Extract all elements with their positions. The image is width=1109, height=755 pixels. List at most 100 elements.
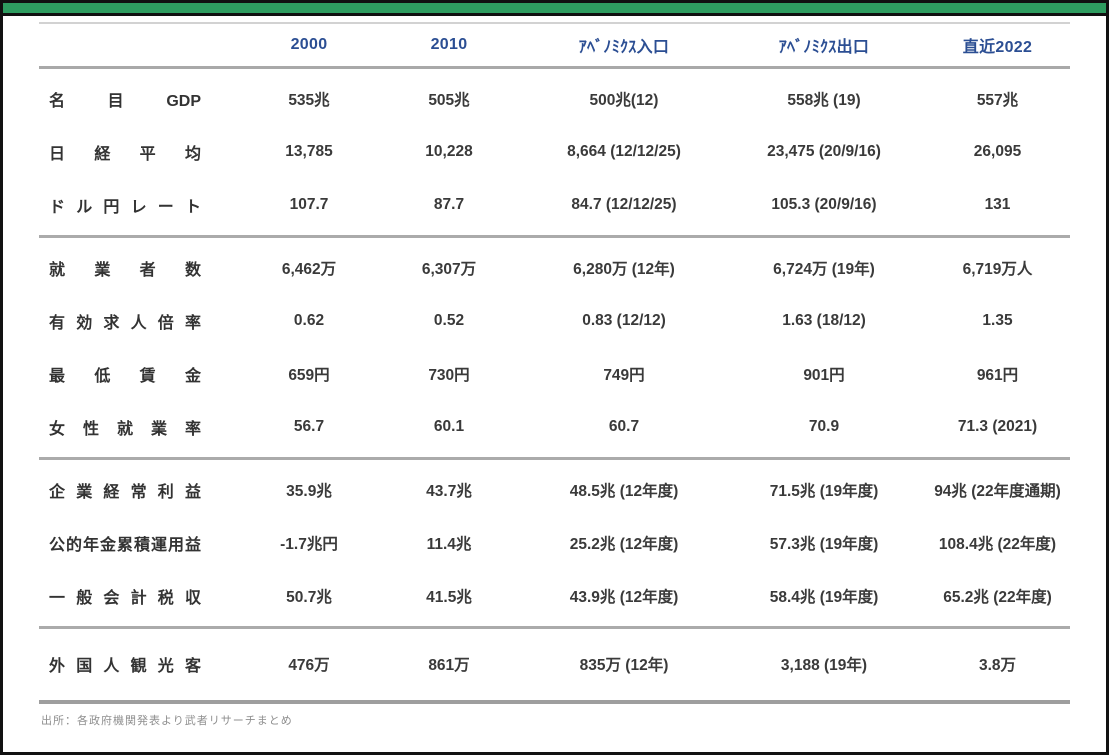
table-row: ドル円レート 107.7 87.7 84.7 (12/12/25) 105.3 (20/…	[39, 178, 1070, 231]
row-label: 最低賃金	[49, 367, 201, 385]
value-cell: 87.7	[433, 195, 465, 213]
table-row: 企業経常利益 35.9兆 43.7兆 48.5兆 (12年度) 71.5兆 (19年度)…	[39, 463, 1070, 516]
value-cell: 108.4兆 (22年度)	[938, 535, 1057, 553]
value-cell: 94兆 (22年度通期)	[934, 482, 1061, 500]
value-cell: 6,719万人	[962, 260, 1033, 278]
value-cell: 505兆	[428, 91, 470, 109]
value-cell: 557兆	[976, 91, 1019, 109]
value-cell: 41.5兆	[426, 588, 472, 606]
value-cell: 57.3兆 (19年度)	[769, 535, 879, 553]
value-cell: 71.5兆 (19年度)	[769, 482, 879, 500]
row-label-cell: 有効求人倍率	[39, 309, 239, 333]
table-top-rule	[39, 22, 1070, 24]
row-label-cell: 名目GDP	[39, 87, 239, 111]
value-cell: 659円	[288, 366, 330, 384]
row-label-cell: 最低賃金	[39, 362, 239, 386]
table-row: 女性就業率 56.7 60.1 60.7 70.9 71.3 (2021)	[39, 400, 1070, 453]
value-cell: 901円	[803, 366, 845, 384]
value-cell: 43.9兆 (12年度)	[569, 588, 679, 606]
value-cell: 56.7	[293, 417, 325, 435]
title-bar	[3, 3, 1106, 16]
value-cell: 835万 (12年)	[579, 656, 669, 674]
row-label-cell: 公的年金累積運用益	[39, 531, 239, 555]
value-cell: 535兆	[288, 91, 330, 109]
value-cell: 8,664 (12/12/25)	[567, 142, 681, 160]
value-cell: 500兆(12)	[589, 91, 659, 109]
table-row: 名目GDP 535兆 505兆 500兆(12) 558兆 (19) 557兆	[39, 72, 1070, 125]
value-cell: 107.7	[289, 195, 329, 213]
value-cell: 0.83 (12/12)	[582, 311, 666, 329]
column-header-2010: 2010	[430, 36, 468, 53]
row-label: ドル円レート	[49, 198, 201, 216]
source-note: 出所：各政府機関発表より武者リサーチまとめ	[41, 715, 293, 727]
row-label: 企業経常利益	[49, 483, 201, 501]
value-cell: 60.7	[608, 417, 640, 435]
row-label: 日経平均	[49, 145, 201, 163]
row-label-cell: 就業者数	[39, 256, 239, 280]
value-cell: 476万	[288, 656, 330, 674]
value-cell: 65.2兆 (22年度)	[943, 588, 1052, 606]
value-cell: 730円	[428, 366, 470, 384]
table-row: 一般会計税収 50.7兆 41.5兆 43.9兆 (12年度) 58.4兆 (19年度)…	[39, 569, 1070, 622]
table-row: 有効求人倍率 0.62 0.52 0.83 (12/12) 1.63 (18/12) 1.…	[39, 294, 1070, 347]
value-cell: 60.1	[433, 417, 465, 435]
value-cell: 3.8万	[978, 656, 1017, 674]
value-cell: 861万	[428, 656, 470, 674]
value-cell: 6,462万	[281, 260, 337, 278]
value-cell: 131	[984, 195, 1011, 213]
value-cell: 961円	[976, 366, 1019, 384]
table-section: 名目GDP 535兆 505兆 500兆(12) 558兆 (19) 557兆日経平均 13…	[39, 69, 1070, 238]
table-row: 日経平均 13,785 10,228 8,664 (12/12/25) 23,475 (…	[39, 125, 1070, 178]
table-section: 企業経常利益 35.9兆 43.7兆 48.5兆 (12年度) 71.5兆 (19年度)…	[39, 460, 1070, 629]
table-section: 就業者数 6,462万 6,307万 6,280万 (12年) 6,724万 (19年)…	[39, 238, 1070, 460]
value-cell: 6,724万 (19年)	[773, 260, 875, 278]
row-label-cell: ドル円レート	[39, 193, 239, 217]
value-cell: 84.7 (12/12/25)	[571, 195, 677, 213]
row-label-cell: 企業経常利益	[39, 478, 239, 502]
value-cell: 3,188 (19年)	[780, 656, 868, 674]
table-row: 就業者数 6,462万 6,307万 6,280万 (12年) 6,724万 (19年)…	[39, 241, 1070, 294]
table-body: 名目GDP 535兆 505兆 500兆(12) 558兆 (19) 557兆日経平均 13…	[39, 69, 1070, 704]
table-header-row: 2000 2010 ｱﾍﾞﾉﾐｸｽ入口 ｱﾍﾞﾉﾐｸｽ出口 直近2022	[39, 24, 1070, 69]
table-section: 外国人観光客 476万 861万 835万 (12年) 3,188 (19年) 3.8万	[39, 629, 1070, 704]
column-header-abenomics-exit: ｱﾍﾞﾉﾐｸｽ出口	[778, 39, 870, 56]
row-label-cell: 日経平均	[39, 140, 239, 164]
value-cell: 6,280万 (12年)	[573, 260, 675, 278]
value-cell: 23,475 (20/9/16)	[767, 142, 881, 160]
value-cell: 11.4兆	[426, 535, 472, 553]
value-cell: 58.4兆 (19年度)	[769, 588, 879, 606]
row-label: 公的年金累積運用益	[49, 536, 201, 554]
row-label-cell: 外国人観光客	[39, 652, 239, 676]
value-cell: -1.7兆円	[280, 535, 338, 553]
column-header-2000: 2000	[290, 36, 328, 53]
value-cell: 13,785	[285, 142, 333, 160]
value-cell: 26,095	[973, 142, 1022, 160]
value-cell: 1.35	[982, 311, 1013, 329]
row-label-cell: 女性就業率	[39, 415, 239, 439]
row-label: 一般会計税収	[49, 589, 201, 607]
column-header-abenomics-entry: ｱﾍﾞﾉﾐｸｽ入口	[578, 39, 670, 56]
row-label-cell: 一般会計税収	[39, 584, 239, 608]
value-cell: 35.9兆	[286, 482, 332, 500]
column-header-recent-2022: 直近2022	[962, 39, 1033, 56]
value-cell: 10,228	[425, 142, 473, 160]
value-cell: 6,307万	[421, 260, 477, 278]
value-cell: 1.63 (18/12)	[782, 311, 866, 329]
table-row: 最低賃金 659円 730円 749円 901円 961円	[39, 347, 1070, 400]
value-cell: 70.9	[808, 417, 840, 435]
table-row: 外国人観光客 476万 861万 835万 (12年) 3,188 (19年) 3.8万	[39, 637, 1070, 690]
value-cell: 50.7兆	[286, 588, 332, 606]
row-label: 有効求人倍率	[49, 314, 201, 332]
table-row: 公的年金累積運用益 -1.7兆円 11.4兆 25.2兆 (12年度) 57.3兆 (1…	[39, 516, 1070, 569]
value-cell: 749円	[603, 366, 645, 384]
value-cell: 25.2兆 (12年度)	[569, 535, 679, 553]
row-label: 外国人観光客	[49, 657, 201, 675]
row-label: 名目GDP	[49, 92, 201, 110]
value-cell: 105.3 (20/9/16)	[771, 195, 877, 213]
value-cell: 558兆 (19)	[787, 91, 861, 109]
value-cell: 43.7兆	[426, 482, 472, 500]
value-cell: 48.5兆 (12年度)	[569, 482, 679, 500]
value-cell: 0.52	[433, 311, 465, 329]
row-label: 女性就業率	[49, 420, 201, 438]
